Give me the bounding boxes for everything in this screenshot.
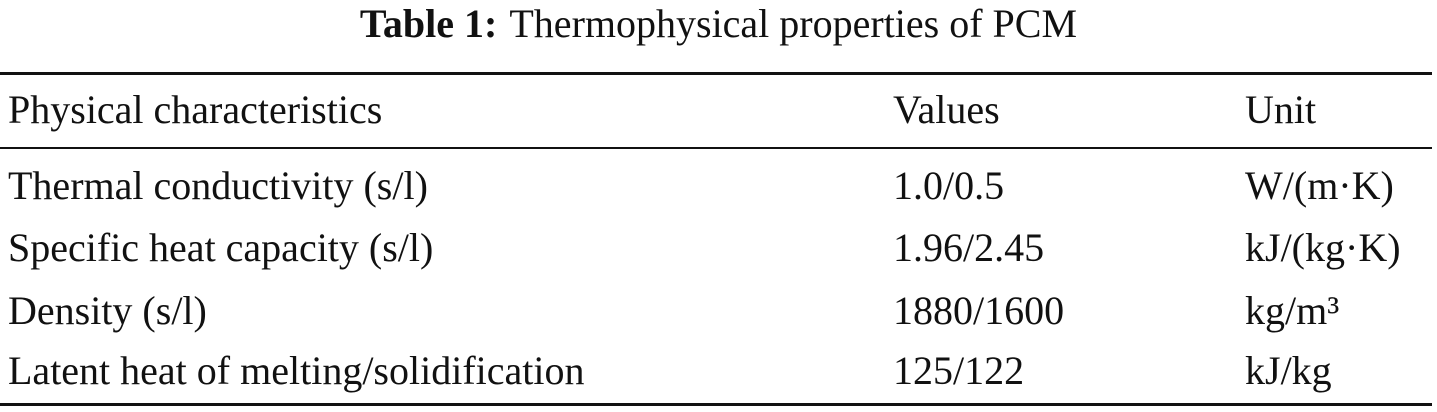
table-cell: 1.0/0.5 <box>893 163 1005 208</box>
title-label: Table 1: <box>359 1 498 46</box>
table-cell: W/(m·K) <box>1245 163 1394 208</box>
title-text: Thermophysical properties of PCM <box>509 1 1078 46</box>
table-cell: Specific heat capacity (s/l) <box>8 225 434 270</box>
table-cell: kJ/kg <box>1245 348 1332 393</box>
table-cell: 1.96/2.45 <box>893 225 1045 270</box>
table-cell: Density (s/l) <box>8 288 207 333</box>
bottom-rule <box>0 403 1432 406</box>
header-cell: Unit <box>1245 87 1317 132</box>
top-rule <box>0 72 1432 75</box>
table-cell: 125/122 <box>893 348 1025 393</box>
header-rule <box>0 147 1432 149</box>
header-cell: Physical characteristics <box>8 87 383 132</box>
table-cell: kg/m³ <box>1245 288 1340 333</box>
header-cell: Values <box>893 87 1000 132</box>
table-cell: kJ/(kg·K) <box>1245 225 1401 270</box>
table-cell: Latent heat of melting/solidification <box>8 348 585 393</box>
table-cell: 1880/1600 <box>893 288 1065 333</box>
table-cell: Thermal conductivity (s/l) <box>8 163 428 208</box>
table-title: Table 1: Thermophysical properties of PCM <box>0 0 1437 48</box>
